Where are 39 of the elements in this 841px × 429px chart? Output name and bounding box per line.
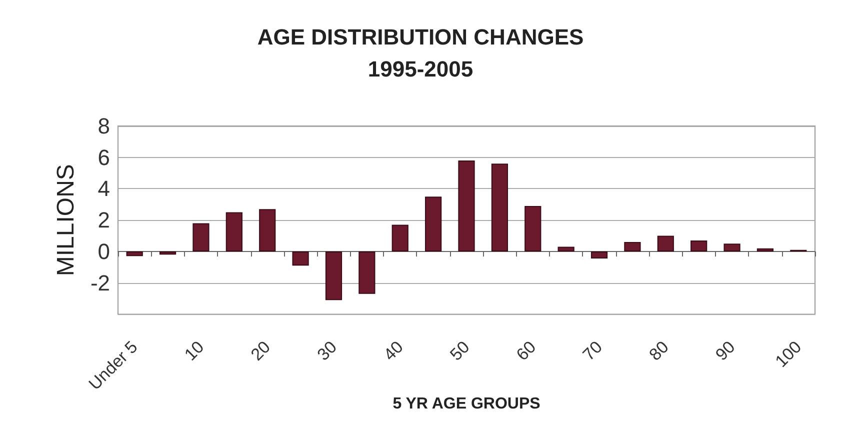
x-tick-label: 80 xyxy=(646,337,672,364)
bar xyxy=(425,196,442,252)
y-tick-label: 4 xyxy=(98,176,110,202)
bar xyxy=(458,160,475,252)
bar xyxy=(524,206,542,252)
bar xyxy=(690,240,708,252)
x-tick-label: 70 xyxy=(579,337,606,364)
y-tick-label: 2 xyxy=(98,208,110,233)
bar xyxy=(358,251,376,294)
bar xyxy=(292,251,309,266)
y-tick-label: 8 xyxy=(98,114,110,138)
bar xyxy=(325,251,342,300)
bar xyxy=(491,164,508,252)
x-tick-label: 40 xyxy=(380,337,407,364)
x-tick-label: 50 xyxy=(446,337,474,364)
y-tick-label: -2 xyxy=(90,270,110,296)
x-tick-label: 60 xyxy=(512,337,540,364)
x-tick-label: 90 xyxy=(712,337,739,364)
bar xyxy=(756,248,774,252)
bar xyxy=(724,244,740,252)
bar xyxy=(126,251,143,256)
bar xyxy=(192,223,210,252)
bar xyxy=(226,212,242,252)
x-axis-title: 5 YR AGE GROUPS xyxy=(392,396,541,412)
x-tick-label: 100 xyxy=(772,337,806,371)
x-tick-label: 10 xyxy=(180,337,208,364)
y-tick-label: 0 xyxy=(98,238,110,264)
bar xyxy=(657,236,674,252)
bar xyxy=(558,246,574,252)
bar xyxy=(392,224,408,252)
bar xyxy=(259,209,276,252)
y-tick-label: 6 xyxy=(98,144,110,170)
chart-title: AGE DISTRIBUTION CHANGES 1995-2005 xyxy=(257,24,584,82)
x-tick-label: 30 xyxy=(314,337,340,364)
bar xyxy=(590,251,608,259)
bar xyxy=(159,251,176,255)
bar xyxy=(624,242,641,252)
x-tick-label: 20 xyxy=(247,337,274,364)
y-axis-title: MILLIONS xyxy=(52,164,80,276)
